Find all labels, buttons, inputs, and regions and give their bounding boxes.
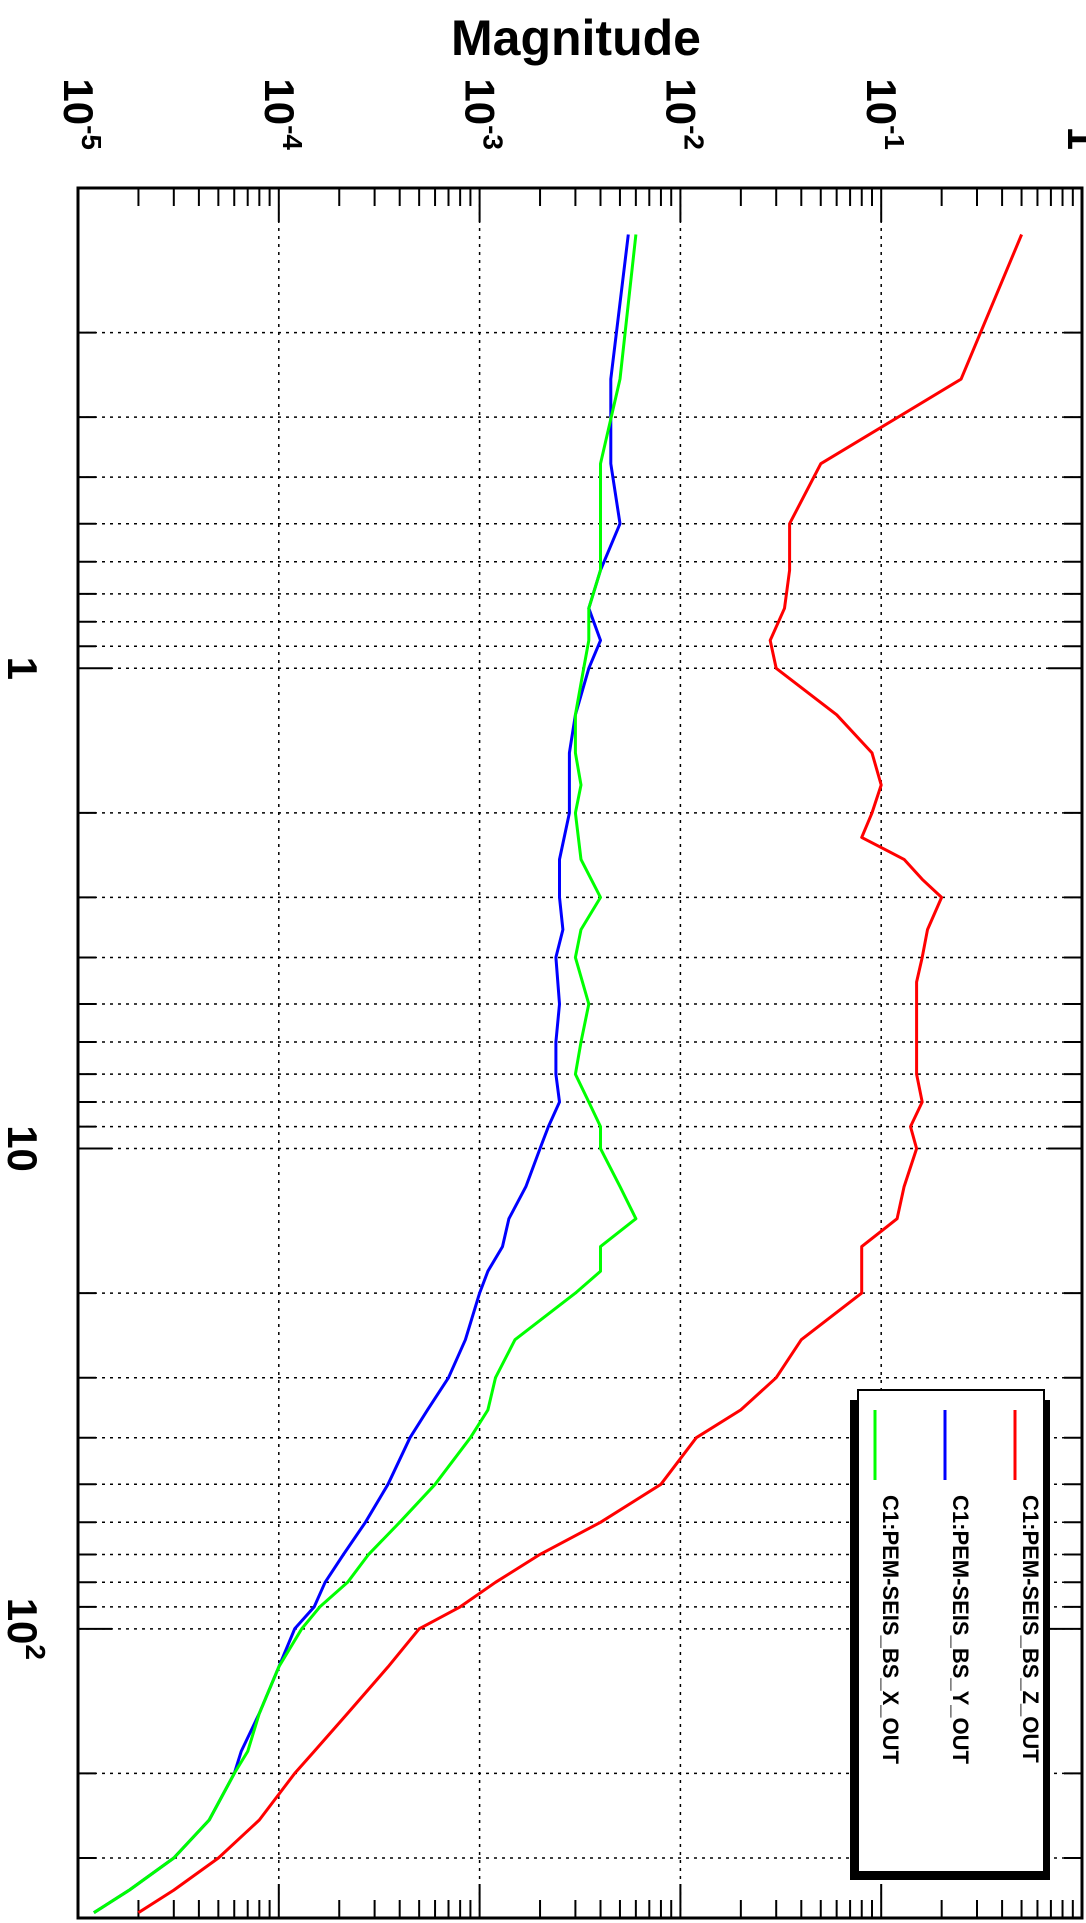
y-tick-label: 10-1 [858,78,910,150]
svg-text:C1:PEM-SEIS_BS_X_OUT: C1:PEM-SEIS_BS_X_OUT [878,1495,903,1765]
series-lines [93,233,1023,1914]
y-tick-label: 1 [1059,127,1086,150]
legend-entry: C1:PEM-SEIS_BS_Z_OUT [1018,1495,1043,1763]
y-tick-label: 10-5 [55,78,107,150]
svg-text:10-5: 10-5 [55,78,107,150]
svg-text:1: 1 [1059,127,1086,150]
plot-frame [76,186,1084,1920]
legend-box [857,1389,1045,1873]
tick-labels: 10-5 10-4 10-3 10-2 10-1 1 1 10 102 [0,78,1086,1660]
svg-text:C1:PEM-SEIS_BS_Y_OUT: C1:PEM-SEIS_BS_Y_OUT [948,1495,973,1765]
y-tick-label: 10-3 [457,78,509,150]
svg-text:10-2: 10-2 [657,78,709,150]
svg-text:10-4: 10-4 [256,78,308,150]
svg-text:10-1: 10-1 [858,78,910,150]
svg-text:10: 10 [0,1125,46,1172]
x-tick-label: 102 [0,1598,51,1660]
x-tick-label: 10 [0,1125,46,1172]
svg-text:C1:PEM-SEIS_BS_Z_OUT: C1:PEM-SEIS_BS_Z_OUT [1018,1495,1043,1763]
legend-entry: C1:PEM-SEIS_BS_X_OUT [878,1495,903,1765]
series-line-1 [137,233,1023,1914]
legend-entry: C1:PEM-SEIS_BS_Y_OUT [948,1495,973,1765]
axes [76,186,1084,1920]
y-axis-title: Magnitude [451,10,701,66]
svg-text:10-3: 10-3 [457,78,509,150]
svg-text:1: 1 [0,657,46,680]
x-tick-label: 1 [0,657,46,680]
y-tick-label: 10-4 [256,78,308,150]
series-line-2 [93,234,630,1914]
y-tick-label: 10-2 [657,78,709,150]
series-line-3 [93,234,638,1914]
legend: C1:PEM-SEIS_BS_Z_OUT C1:PEM-SEIS_BS_Y_OUT… [850,1389,1050,1880]
svg-text:102: 102 [0,1598,51,1660]
